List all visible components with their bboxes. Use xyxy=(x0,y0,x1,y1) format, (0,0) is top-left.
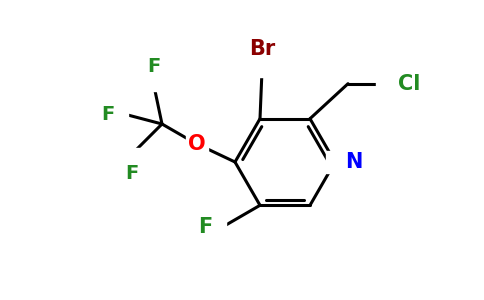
Text: O: O xyxy=(188,134,206,154)
Text: Cl: Cl xyxy=(398,74,421,94)
Bar xyxy=(326,151,354,173)
Bar xyxy=(244,55,279,77)
Bar xyxy=(144,71,164,91)
Text: F: F xyxy=(125,164,138,183)
Text: Br: Br xyxy=(249,39,275,59)
Text: F: F xyxy=(101,104,114,124)
Text: F: F xyxy=(147,57,161,76)
Bar xyxy=(122,148,142,168)
Bar xyxy=(186,133,208,155)
Text: N: N xyxy=(345,152,363,172)
Bar xyxy=(376,73,406,95)
Text: F: F xyxy=(198,217,212,237)
Bar xyxy=(108,104,128,124)
Bar xyxy=(206,217,226,237)
